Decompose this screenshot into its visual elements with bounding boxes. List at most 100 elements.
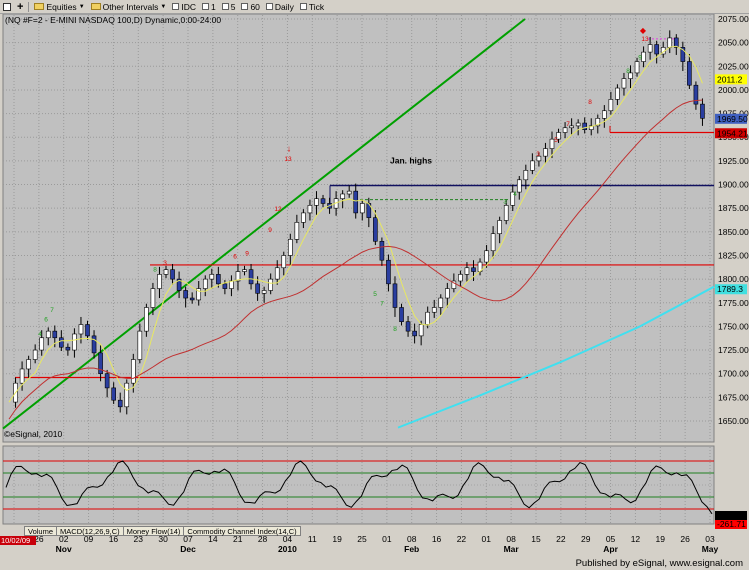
td-count-label: 5 bbox=[373, 291, 377, 298]
date-tick-label: 26 bbox=[680, 534, 690, 544]
up-candle bbox=[575, 122, 581, 127]
date-tick-label: 14 bbox=[208, 534, 218, 544]
print-button[interactable] bbox=[0, 0, 14, 14]
interval-5-button[interactable]: 5 bbox=[219, 0, 239, 14]
idc-button[interactable]: IDC bbox=[169, 0, 199, 14]
price-tick-label: 1900.00 bbox=[718, 180, 749, 190]
up-candle bbox=[78, 324, 84, 335]
up-candle bbox=[543, 148, 548, 157]
price-tick-label: 2075.00 bbox=[718, 14, 749, 24]
up-candle bbox=[516, 179, 522, 193]
folder-icon bbox=[90, 3, 101, 10]
down-candle bbox=[392, 283, 398, 308]
cci-badge bbox=[715, 511, 747, 520]
td-count-label: 13 bbox=[284, 156, 292, 163]
price-chart[interactable]: 19 26 02 09 16 23 30 07 14 21 28 04 11 19 25 01 08 16 22 01… bbox=[0, 14, 749, 556]
price-tick-label: 1825.00 bbox=[718, 250, 749, 260]
td-count-label: 7 bbox=[50, 307, 54, 314]
price-tick-label: 1925.00 bbox=[718, 156, 749, 166]
checkbox-icon bbox=[299, 3, 307, 10]
date-tick-label: 28 bbox=[258, 534, 268, 544]
td-count-label: 4 bbox=[38, 331, 42, 338]
tab-cci[interactable]: Commodity Channel Index(14,C) bbox=[183, 526, 301, 536]
up-candle bbox=[124, 382, 130, 408]
add-button[interactable]: + bbox=[14, 0, 26, 14]
interval-tick-button[interactable]: Tick bbox=[297, 0, 327, 14]
price-tick-label: 2000.00 bbox=[718, 85, 749, 95]
td-count-label: 5 bbox=[554, 137, 558, 144]
down-candle bbox=[176, 278, 182, 291]
sell-arrow-icon: ↓ bbox=[287, 143, 292, 153]
date-tick-label: 16 bbox=[432, 534, 442, 544]
cci-line bbox=[5, 460, 713, 515]
up-candle bbox=[163, 269, 169, 275]
date-tick-label: 08 bbox=[407, 534, 417, 544]
plus-icon: + bbox=[17, 0, 24, 13]
up-candle bbox=[510, 191, 516, 206]
td-count-label: 4 bbox=[513, 191, 517, 198]
tab-money-flow[interactable]: Money Flow(14) bbox=[122, 526, 185, 536]
up-candle bbox=[307, 205, 313, 214]
price-badge-label: 2011.2 bbox=[717, 74, 743, 84]
chart-title: (NQ #F=2 - E-MINI NASDAQ 100,D) Dynamic,… bbox=[5, 15, 221, 25]
td-count-label: 12 bbox=[274, 206, 282, 213]
price-tick-label: 1775.00 bbox=[718, 298, 749, 308]
price-tick-label: 2025.00 bbox=[718, 61, 749, 71]
price-badge bbox=[715, 128, 747, 139]
up-candle bbox=[418, 324, 424, 337]
price-tick-label: 1700.00 bbox=[718, 369, 749, 379]
caret-icon: ▼ bbox=[78, 3, 85, 10]
interval-1-button[interactable]: 1 bbox=[199, 0, 219, 14]
down-candle bbox=[170, 269, 175, 280]
up-candle bbox=[261, 290, 267, 294]
down-candle bbox=[386, 259, 391, 285]
other-intervals-label: Other Intervals bbox=[102, 1, 159, 12]
td-count-label: 8 bbox=[153, 267, 157, 274]
month-tick-label: Dec bbox=[180, 544, 196, 554]
tab-macd[interactable]: MACD(12,26,9,C) bbox=[56, 526, 124, 536]
folder-icon bbox=[34, 3, 45, 10]
date-tick-label: 19 bbox=[656, 534, 666, 544]
up-candle bbox=[595, 118, 601, 127]
date-tick-label: 15 bbox=[531, 534, 541, 544]
up-candle bbox=[530, 160, 535, 171]
interval-60-button[interactable]: 60 bbox=[238, 0, 262, 14]
study-tabs: Volume MACD(12,26,9,C) Money Flow(14) Co… bbox=[24, 526, 301, 536]
caret-icon: ▼ bbox=[160, 3, 167, 10]
page-icon bbox=[3, 2, 11, 11]
up-candle bbox=[359, 203, 365, 214]
checkbox-icon bbox=[241, 3, 249, 10]
up-candle bbox=[549, 138, 555, 149]
other-intervals-menu[interactable]: Other Intervals ▼ bbox=[88, 0, 170, 14]
date-tick-label: 26 bbox=[34, 534, 44, 544]
date-tick-label: 03 bbox=[705, 534, 715, 544]
price-badge-label: 1789.3 bbox=[717, 284, 743, 294]
down-candle bbox=[680, 47, 686, 62]
down-candle bbox=[320, 198, 326, 204]
up-candle bbox=[72, 333, 77, 351]
down-candle bbox=[52, 330, 58, 339]
up-candle bbox=[196, 288, 202, 301]
down-candle bbox=[405, 321, 411, 332]
up-candle bbox=[425, 311, 430, 325]
up-candle bbox=[288, 239, 293, 256]
up-candle bbox=[242, 269, 247, 272]
price-tick-label: 1725.00 bbox=[718, 345, 749, 355]
up-candle bbox=[641, 51, 646, 62]
tab-volume[interactable]: Volume bbox=[24, 526, 58, 536]
equities-menu[interactable]: Equities ▼ bbox=[31, 0, 87, 14]
date-tick-label: 01 bbox=[382, 534, 392, 544]
down-candle bbox=[255, 283, 260, 294]
down-candle bbox=[471, 267, 476, 272]
up-candle bbox=[274, 267, 280, 280]
down-candle bbox=[353, 190, 359, 214]
up-candle bbox=[202, 278, 208, 289]
up-candle bbox=[621, 78, 627, 89]
month-tick-label: 2010 bbox=[278, 544, 297, 554]
down-candle bbox=[222, 283, 228, 289]
interval-daily-button[interactable]: Daily bbox=[263, 0, 297, 14]
price-badge bbox=[715, 284, 747, 295]
up-candle bbox=[628, 72, 633, 79]
checkbox-icon bbox=[265, 3, 273, 10]
